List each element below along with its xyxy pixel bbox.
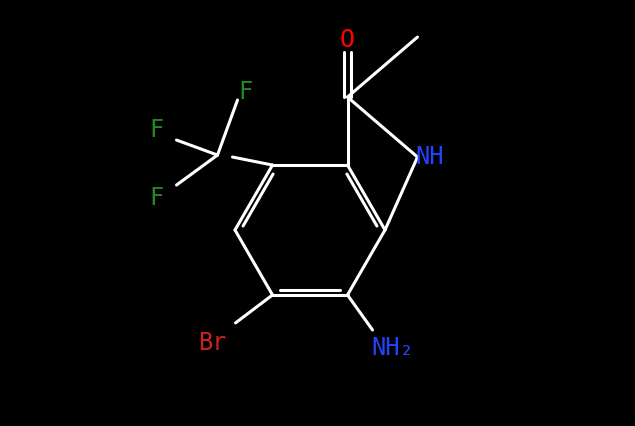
Text: F: F bbox=[238, 80, 253, 104]
Text: O: O bbox=[340, 28, 355, 52]
Text: F: F bbox=[149, 186, 164, 210]
Text: F: F bbox=[149, 118, 164, 142]
Text: NH: NH bbox=[415, 145, 444, 169]
Text: Br: Br bbox=[198, 331, 227, 355]
Text: NH₂: NH₂ bbox=[371, 336, 414, 360]
